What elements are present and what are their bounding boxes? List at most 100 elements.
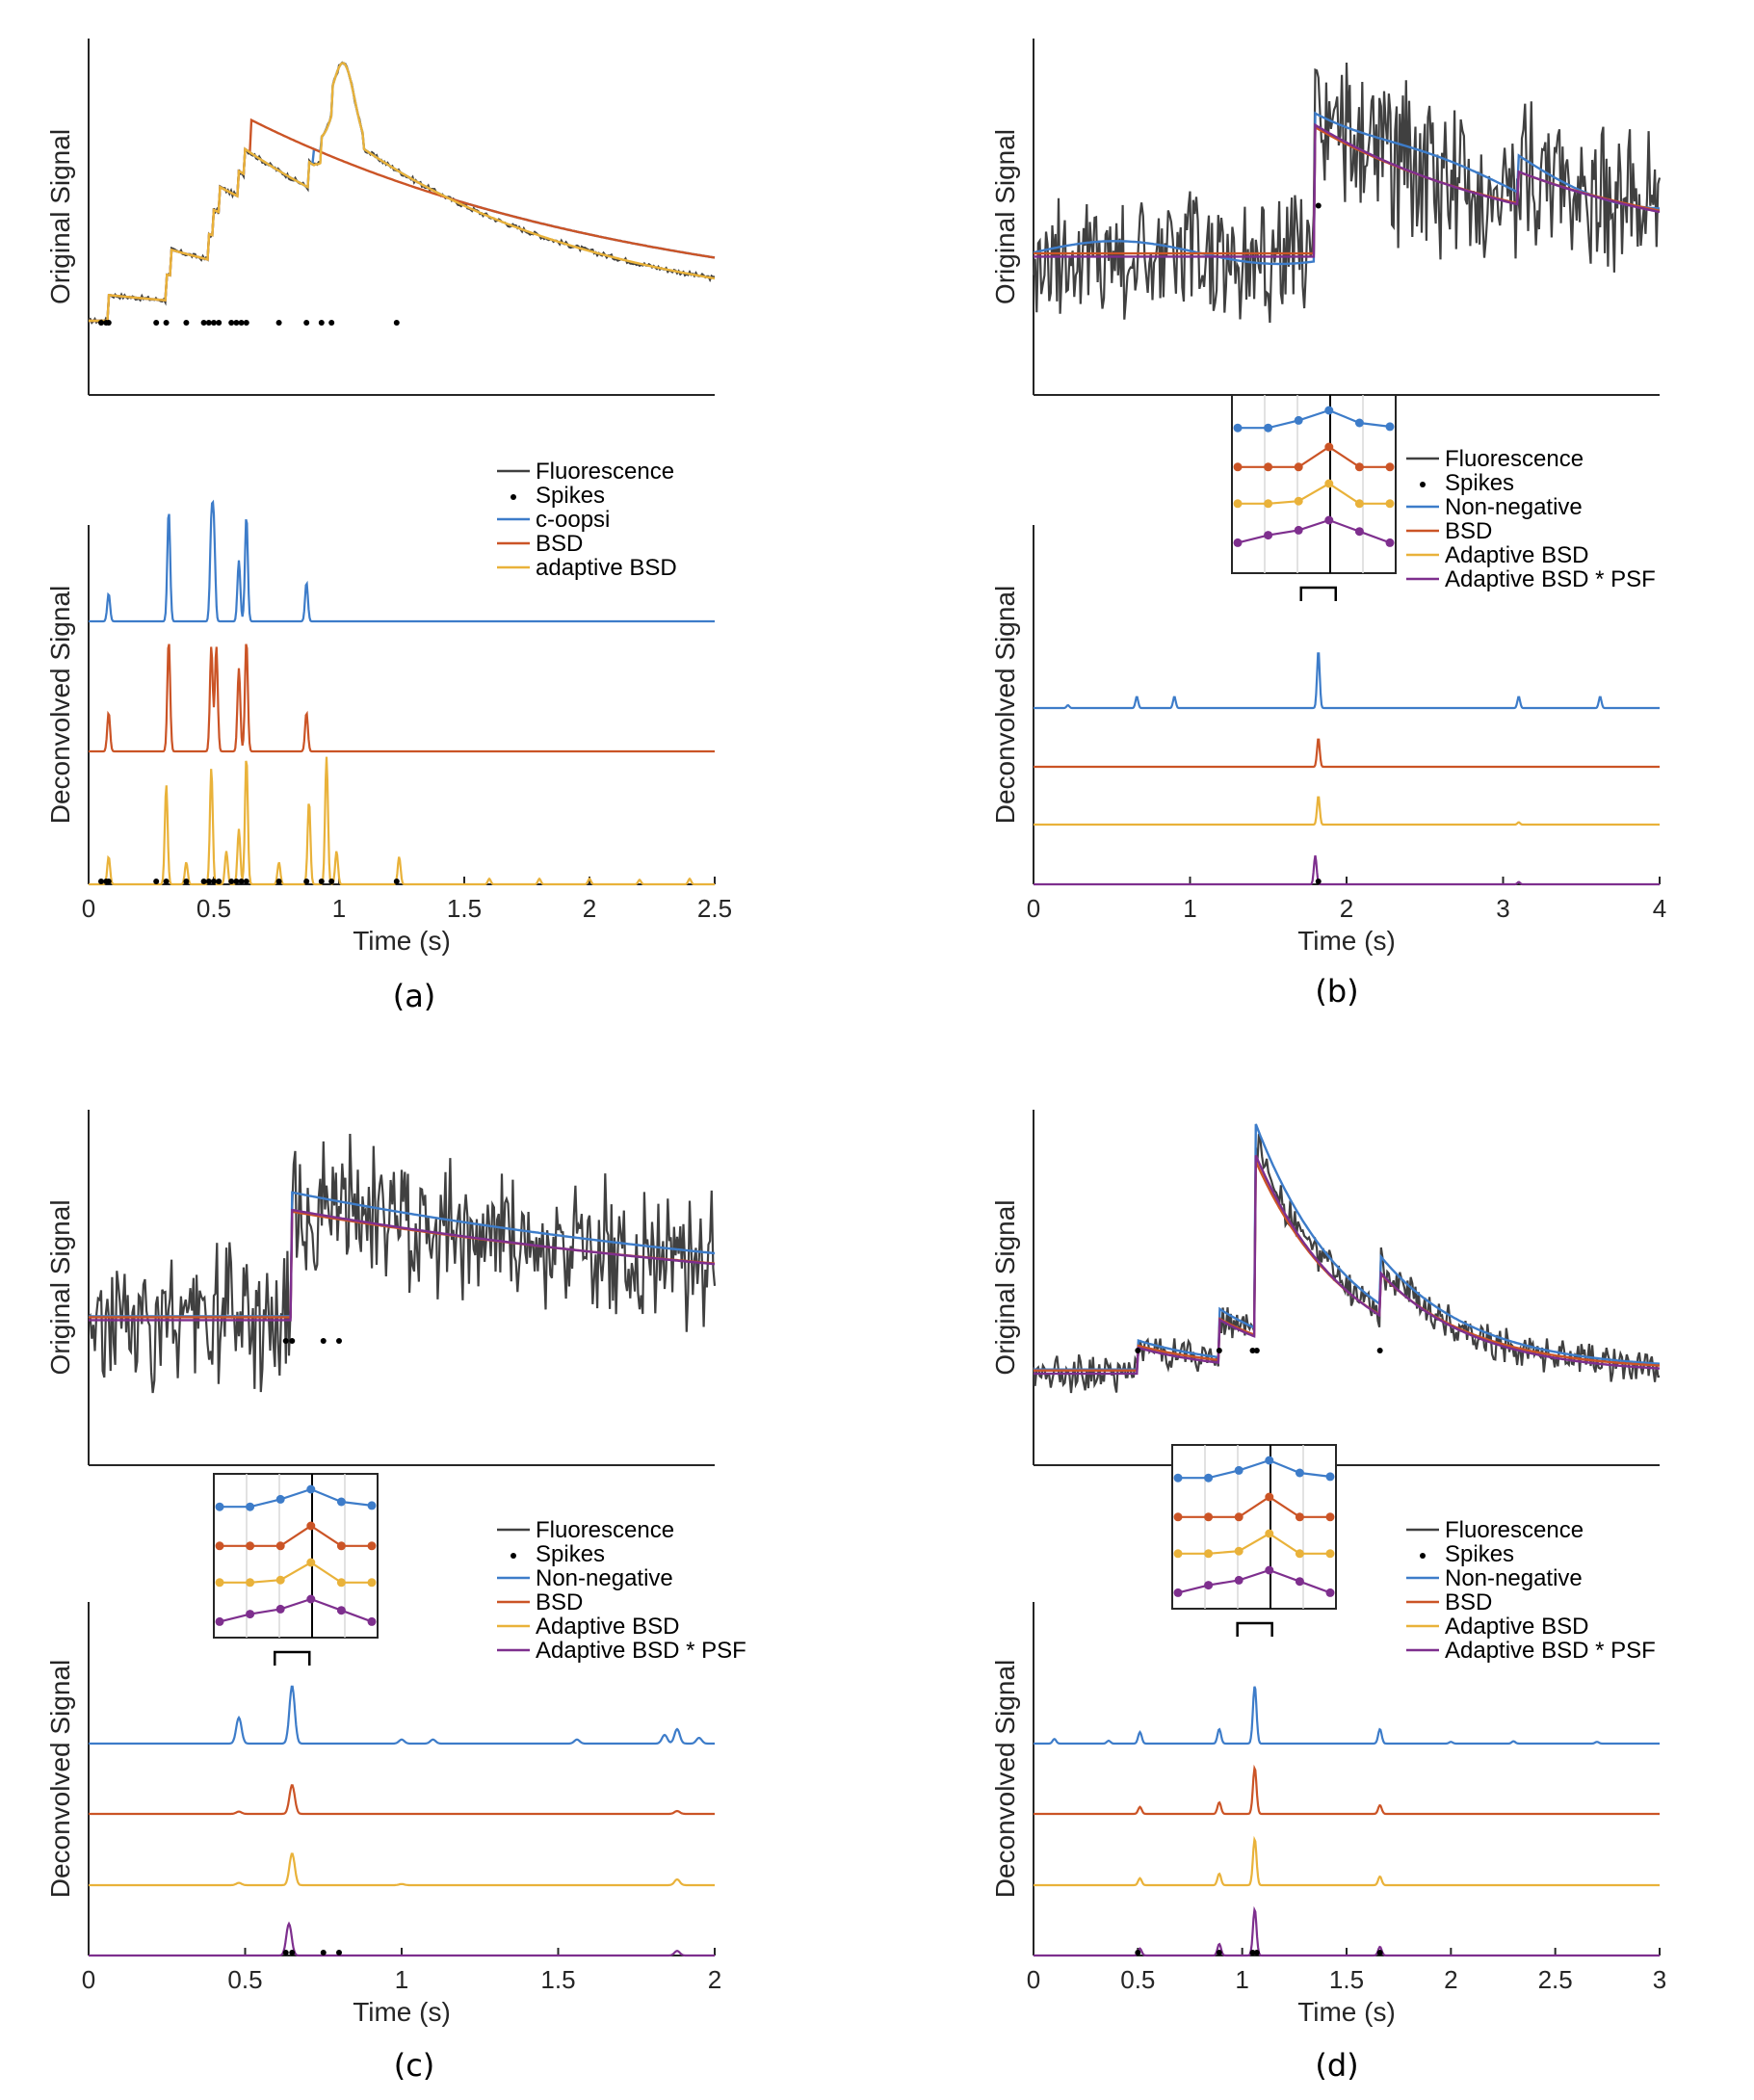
top-y-axis-title: Original Signal: [990, 129, 1020, 304]
inset-bracket: [274, 1650, 311, 1666]
x-tick-label: 1.5: [540, 1965, 575, 1994]
legend-label: BSD: [1445, 518, 1492, 544]
inset-marker: [306, 1594, 316, 1604]
inset-marker: [246, 1578, 255, 1588]
spike-dot: [200, 320, 207, 326]
inset-marker: [367, 1501, 377, 1510]
deconvolved-trace-0: [1034, 652, 1660, 710]
x-tick-label: 3: [1496, 894, 1509, 923]
legend-label: Fluorescence: [1445, 1517, 1584, 1543]
inset-marker: [1324, 406, 1334, 415]
spike-dot-bottom: [153, 879, 160, 884]
spike-dot-bottom: [183, 879, 190, 884]
inset-trace-1: [1178, 1495, 1330, 1518]
spike-dot: [243, 320, 249, 326]
spike-dot: [1135, 1348, 1141, 1353]
x-tick-label: 0: [1027, 1965, 1040, 1994]
inset-marker: [1385, 499, 1395, 509]
spike-dot-bottom: [275, 879, 282, 884]
spike-dot: [238, 320, 245, 326]
spike-dot-bottom: [336, 1950, 342, 1956]
fit-trace-3: [1034, 1154, 1661, 1376]
inset-marker: [1173, 1512, 1183, 1522]
inset-marker: [1234, 1512, 1244, 1522]
deconvolved-trace-2: [89, 1852, 715, 1887]
legend: FluorescenceSpikesNon-negativeBSDAdaptiv…: [1406, 446, 1656, 592]
inset-marker: [1324, 479, 1334, 488]
inset-marker: [1325, 1472, 1335, 1482]
panel-d: 0 0.5 1 1.5 2 2.5 3 Time (s) Original Signal Deco…: [990, 1110, 1666, 2084]
spike-dot-bottom: [282, 1950, 289, 1956]
zoom-inset: [1231, 394, 1397, 601]
spike-dot: [98, 320, 104, 326]
legend-swatch: [1420, 1553, 1426, 1559]
spike-dot: [1216, 1348, 1222, 1353]
spike-dot: [1249, 1348, 1256, 1353]
panel-caption: (d): [1315, 2047, 1358, 2084]
inset-marker: [1265, 1529, 1274, 1538]
legend-label: Spikes: [536, 483, 605, 509]
inset-marker: [215, 1616, 224, 1626]
inset-marker: [1295, 1577, 1304, 1587]
spike-dot: [282, 1338, 289, 1344]
deconvolved-trace-2: [89, 756, 715, 886]
inset-marker: [1295, 1512, 1304, 1522]
spike-dot-bottom: [1249, 1950, 1256, 1956]
inset-marker: [275, 1575, 285, 1585]
legend-label: adaptive BSD: [536, 555, 677, 581]
inset-marker: [215, 1578, 224, 1588]
bottom-y-axis-title: Deconvolved Signal: [990, 586, 1020, 825]
legend-label: Fluorescence: [536, 459, 674, 485]
panel-caption: (b): [1315, 973, 1358, 1010]
inset-marker: [1265, 1565, 1274, 1575]
bottom-y-axis-title: Deconvolved Signal: [45, 586, 75, 825]
x-tick-label: 1: [1183, 894, 1196, 923]
spike-dot: [1253, 1348, 1260, 1353]
spike-dot: [211, 320, 217, 326]
inset-marker: [1234, 1575, 1244, 1585]
inset-trace-1: [1238, 445, 1390, 468]
panel-b: 0 1 2 3 4 Time (s) Original Signal Deconvolved …: [990, 39, 1666, 1010]
x-tick-label: 3: [1653, 1965, 1666, 1994]
inset-marker: [1173, 1588, 1183, 1597]
inset-marker: [1324, 515, 1334, 525]
inset-marker: [1234, 1465, 1244, 1475]
inset-marker: [1264, 499, 1273, 509]
spike-dot: [228, 320, 235, 326]
x-tick-label: 2.5: [697, 894, 732, 923]
inset-marker: [1204, 1512, 1214, 1522]
inset-trace-2: [1178, 1532, 1330, 1555]
inset-marker: [1385, 462, 1395, 472]
top-y-axis-title: Original Signal: [45, 1199, 75, 1375]
spike-dot: [105, 320, 112, 326]
spike-dot-bottom: [1253, 1950, 1260, 1956]
legend-label: BSD: [1445, 1589, 1492, 1615]
x-tick-label: 0: [82, 894, 95, 923]
x-tick-label: 0.5: [227, 1965, 262, 1994]
inset-marker: [336, 1578, 346, 1588]
inset-marker: [336, 1606, 346, 1615]
fit-trace-0: [1033, 111, 1661, 266]
inset-marker: [1385, 538, 1395, 547]
inset-marker: [367, 1578, 377, 1588]
inset-trace-0: [1238, 408, 1391, 430]
x-tick-label: 2: [583, 894, 596, 923]
x-tick-label: 2.5: [1538, 1965, 1573, 1994]
legend-label: Adaptive BSD: [536, 1614, 679, 1640]
inset-marker: [1294, 525, 1303, 535]
deconvolved-trace-1: [89, 1784, 715, 1816]
x-tick-label: 0: [82, 1965, 95, 1994]
legend-label: BSD: [536, 1589, 583, 1615]
inset-marker: [1325, 1549, 1335, 1559]
spike-dot-bottom: [1376, 1950, 1383, 1956]
fit-trace-3: [1034, 122, 1661, 258]
inset-marker: [1264, 423, 1273, 433]
legend-label: Spikes: [1445, 470, 1514, 496]
deconvolved-trace-2: [1034, 1835, 1660, 1887]
x-tick-label: 1: [395, 1965, 408, 1994]
fit-trace-3: [89, 1208, 716, 1322]
deconvolved-trace-1: [1034, 1764, 1660, 1816]
inset-marker: [246, 1541, 255, 1551]
x-tick-label: 0: [1027, 894, 1040, 923]
